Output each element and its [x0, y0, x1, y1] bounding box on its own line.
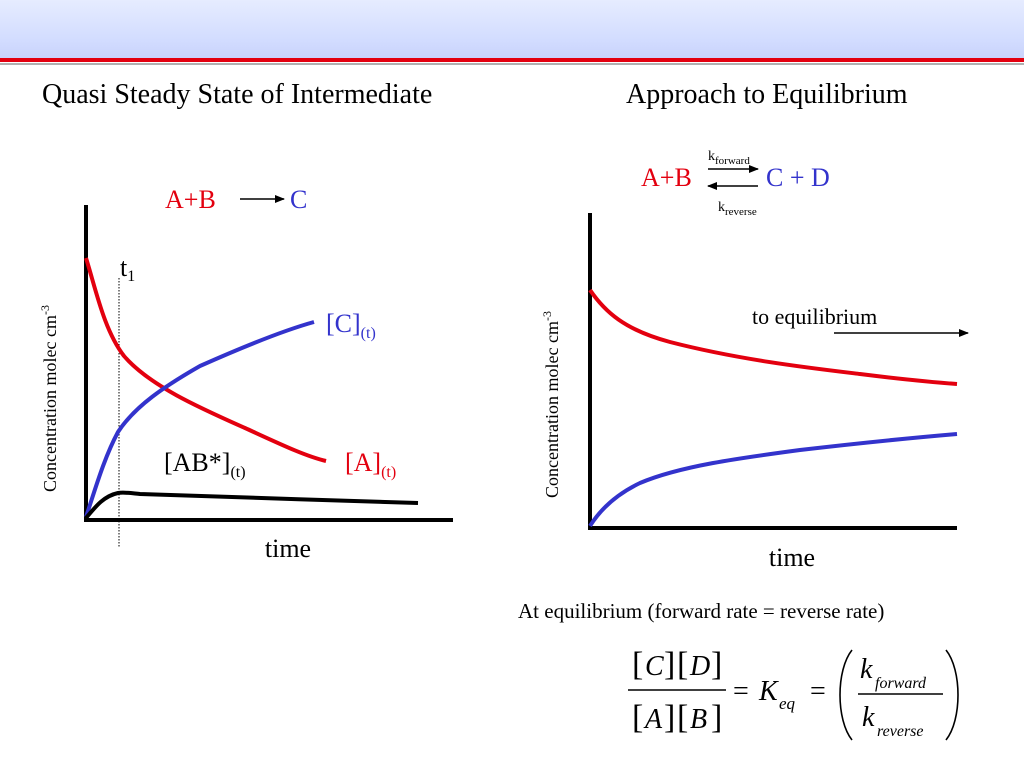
label-C: [C](t) — [326, 309, 376, 342]
eq-k-reverse-sub: reverse — [877, 723, 924, 740]
left-reaction: A+B C — [165, 185, 307, 214]
to-equilibrium-label: to equilibrium — [752, 304, 877, 329]
eq-K: K — [758, 676, 779, 707]
title-right: Approach to Equilibrium — [626, 79, 908, 110]
curve-C — [84, 320, 315, 518]
equilibrium-caption: At equilibrium (forward rate = reverse r… — [518, 599, 885, 623]
eq-k-forward-sub: forward — [875, 675, 927, 692]
right-x-axis-label: time — [769, 543, 815, 572]
eq-den-B: B — [690, 704, 707, 735]
left-product: C — [290, 185, 307, 214]
eq-k-forward: k — [860, 654, 873, 685]
right-reaction: A+B kforward kreverse C + D — [641, 149, 830, 218]
eq-equals-2: = — [810, 676, 826, 707]
svg-text:[: [ — [632, 646, 643, 683]
k-forward-label: kforward — [708, 149, 750, 167]
left-x-axis-label: time — [265, 534, 311, 563]
svg-text:]: ] — [711, 699, 722, 736]
svg-text:[: [ — [677, 646, 688, 683]
curve-AB — [84, 490, 419, 520]
svg-text:]: ] — [664, 646, 675, 683]
svg-text:[: [ — [677, 699, 688, 736]
header-band — [0, 0, 1024, 58]
eq-den-A: A — [643, 704, 663, 735]
header-rule-grey — [0, 63, 1024, 65]
svg-text:]: ] — [664, 699, 675, 736]
curve-A — [84, 257, 327, 463]
eq-num-C: C — [645, 651, 664, 682]
curve-right-reactant — [588, 288, 958, 386]
curve-right-product — [588, 432, 958, 528]
label-AB: [AB*](t) — [164, 448, 246, 481]
svg-text:[: [ — [632, 699, 643, 736]
header-rule-red — [0, 58, 1024, 62]
k-reverse-label: kreverse — [718, 200, 757, 218]
right-products: C + D — [766, 163, 830, 192]
left-reactants: A+B — [165, 185, 216, 214]
right-reactants: A+B — [641, 163, 692, 192]
eq-num-D: D — [689, 651, 710, 682]
eq-k-reverse: k — [862, 702, 875, 733]
title-left: Quasi Steady State of Intermediate — [42, 79, 433, 110]
equilibrium-equation: [ C ] [ D ] [ A ] [ B ] = K eq = k forwa… — [628, 646, 959, 741]
t1-label: t1 — [120, 253, 135, 285]
label-A: [A](t) — [345, 448, 396, 481]
eq-equals-1: = — [733, 676, 749, 707]
eq-K-sub: eq — [779, 694, 796, 713]
svg-text:]: ] — [711, 646, 722, 683]
